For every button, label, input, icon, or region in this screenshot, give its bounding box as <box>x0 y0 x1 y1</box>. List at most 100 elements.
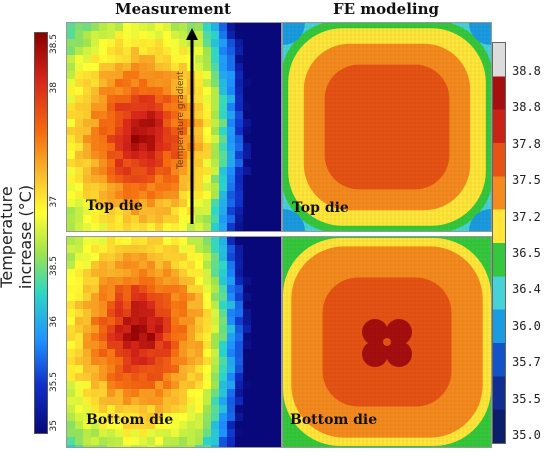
heatmap-cell <box>195 151 203 159</box>
heatmap-cell <box>179 285 187 293</box>
heatmap-cell <box>195 135 203 143</box>
heatmap-cell <box>83 253 91 261</box>
heatmap-cell <box>267 285 275 293</box>
heatmap-cell <box>211 31 219 39</box>
heatmap-cell <box>91 413 99 421</box>
heatmap-cell <box>251 261 259 269</box>
left-colorbar-tick: 38.5 <box>49 256 59 277</box>
heatmap-cell <box>219 207 227 215</box>
heatmap-cell <box>155 55 163 63</box>
heatmap-cell <box>275 237 281 245</box>
heatmap-cell <box>171 223 179 231</box>
heatmap-cell <box>179 333 187 341</box>
heatmap-cell <box>227 159 235 167</box>
heatmap-cell <box>195 31 203 39</box>
heatmap-cell <box>67 119 75 127</box>
heatmap-cell <box>123 317 131 325</box>
heatmap-cell <box>115 437 123 445</box>
heatmap-cell <box>155 71 163 79</box>
heatmap-cell <box>99 365 107 373</box>
heatmap-cell <box>123 381 131 389</box>
heatmap-cell <box>275 159 281 167</box>
heatmap-cell <box>203 277 211 285</box>
gradient-arrow-text: Temperature gradient <box>176 71 186 169</box>
heatmap-cell <box>203 175 211 183</box>
heatmap-cell <box>163 23 171 31</box>
heatmap-cell <box>235 215 243 223</box>
heatmap-cell <box>107 261 115 269</box>
heatmap-cell <box>99 63 107 71</box>
heatmap-cell <box>195 333 203 341</box>
heatmap-cell <box>179 159 187 167</box>
heatmap-cell <box>235 325 243 333</box>
heatmap-cell <box>123 87 131 95</box>
heatmap-cell <box>67 223 75 231</box>
heatmap-cell <box>179 293 187 301</box>
heatmap-cell <box>107 445 115 447</box>
heatmap-cell <box>75 389 83 397</box>
heatmap-cell <box>187 365 195 373</box>
heatmap-cell <box>99 309 107 317</box>
heatmap-cell <box>187 253 195 261</box>
heatmap-cell <box>275 293 281 301</box>
heatmap-cell <box>195 237 203 245</box>
heatmap-cell <box>211 47 219 55</box>
heatmap-cell <box>115 207 123 215</box>
heatmap-cell <box>163 71 171 79</box>
heatmap-cell <box>75 429 83 437</box>
heatmap-cell <box>203 357 211 365</box>
heatmap-cell <box>75 223 83 231</box>
heatmap-cell <box>195 253 203 261</box>
heatmap-cell <box>67 349 75 357</box>
heatmap-cell <box>227 421 235 429</box>
measurement-bottom-heatmap <box>67 237 281 447</box>
heatmap-cell <box>243 261 251 269</box>
heatmap-cell <box>91 143 99 151</box>
heatmap-cell <box>243 237 251 245</box>
heatmap-cell <box>99 111 107 119</box>
heatmap-cell <box>99 325 107 333</box>
heatmap-cell <box>251 127 259 135</box>
heatmap-cell <box>67 199 75 207</box>
heatmap-cell <box>139 397 147 405</box>
heatmap-cell <box>227 111 235 119</box>
heatmap-cell <box>171 445 179 447</box>
heatmap-cell <box>147 207 155 215</box>
heatmap-cell <box>123 135 131 143</box>
heatmap-cell <box>187 277 195 285</box>
measurement-bottom-panel <box>66 236 282 448</box>
heatmap-cell <box>259 421 267 429</box>
heatmap-cell <box>203 119 211 127</box>
heatmap-cell <box>147 183 155 191</box>
heatmap-cell <box>179 437 187 445</box>
heatmap-cell <box>227 191 235 199</box>
heatmap-cell <box>139 357 147 365</box>
heatmap-cell <box>107 277 115 285</box>
heatmap-cell <box>227 293 235 301</box>
heatmap-cell <box>115 253 123 261</box>
heatmap-cell <box>131 301 139 309</box>
heatmap-cell <box>139 429 147 437</box>
heatmap-cell <box>75 103 83 111</box>
heatmap-cell <box>171 127 179 135</box>
heatmap-cell <box>195 87 203 95</box>
heatmap-cell <box>219 349 227 357</box>
heatmap-cell <box>267 333 275 341</box>
heatmap-cell <box>211 357 219 365</box>
heatmap-cell <box>147 237 155 245</box>
heatmap-cell <box>67 285 75 293</box>
heatmap-cell <box>139 151 147 159</box>
heatmap-cell <box>243 285 251 293</box>
heatmap-cell <box>147 47 155 55</box>
heatmap-cell <box>131 389 139 397</box>
heatmap-cell <box>195 127 203 135</box>
heatmap-cell <box>195 381 203 389</box>
heatmap-cell <box>211 151 219 159</box>
heatmap-cell <box>163 111 171 119</box>
heatmap-cell <box>83 237 91 245</box>
heatmap-cell <box>171 317 179 325</box>
heatmap-cell <box>259 317 267 325</box>
heatmap-cell <box>219 175 227 183</box>
heatmap-cell <box>131 151 139 159</box>
heatmap-cell <box>139 309 147 317</box>
